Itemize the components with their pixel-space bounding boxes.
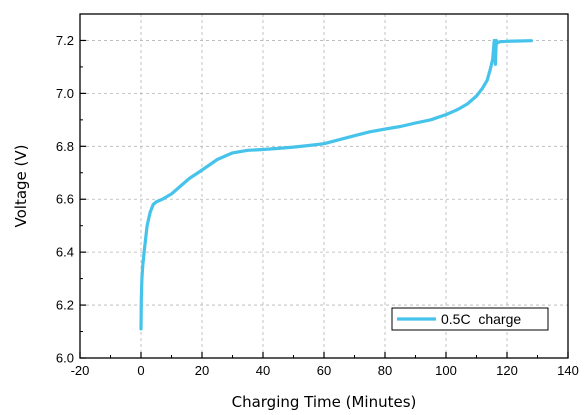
x-tick-label: -20 (71, 363, 90, 378)
series-line-0-5c-charge (139, 38, 534, 331)
y-tick-label: 6.4 (56, 245, 74, 260)
y-tick-label: 6.2 (56, 298, 74, 313)
legend: 0.5C charge (391, 307, 549, 331)
x-tick-label: 140 (557, 363, 579, 378)
axes-layer: -20 0 20 40 60 80 100 120 140 6.0 6.2 6.4 6.6 6.8 7.0 7… (12, 13, 579, 411)
x-tick-label: 120 (496, 363, 518, 378)
x-axis-title: Charging Time (Minutes) (232, 393, 417, 411)
x-tick-label: 40 (256, 363, 270, 378)
y-tick-label: 6.8 (56, 139, 74, 154)
legend-box (391, 307, 549, 331)
y-tick-label: 7.0 (56, 86, 74, 101)
legend-label: 0.5C charge (441, 311, 521, 327)
y-tick-label: 6.0 (56, 351, 74, 366)
x-tick-label: 0 (137, 363, 144, 378)
x-tick-label: 20 (195, 363, 209, 378)
y-tick-label: 7.2 (56, 33, 74, 48)
y-tick-label: 6.6 (56, 192, 74, 207)
x-tick-label: 60 (317, 363, 331, 378)
series-layer (139, 38, 534, 331)
x-tick-label: 80 (378, 363, 392, 378)
y-axis-title: Voltage (V) (12, 145, 30, 228)
x-tick-label: 100 (435, 363, 457, 378)
